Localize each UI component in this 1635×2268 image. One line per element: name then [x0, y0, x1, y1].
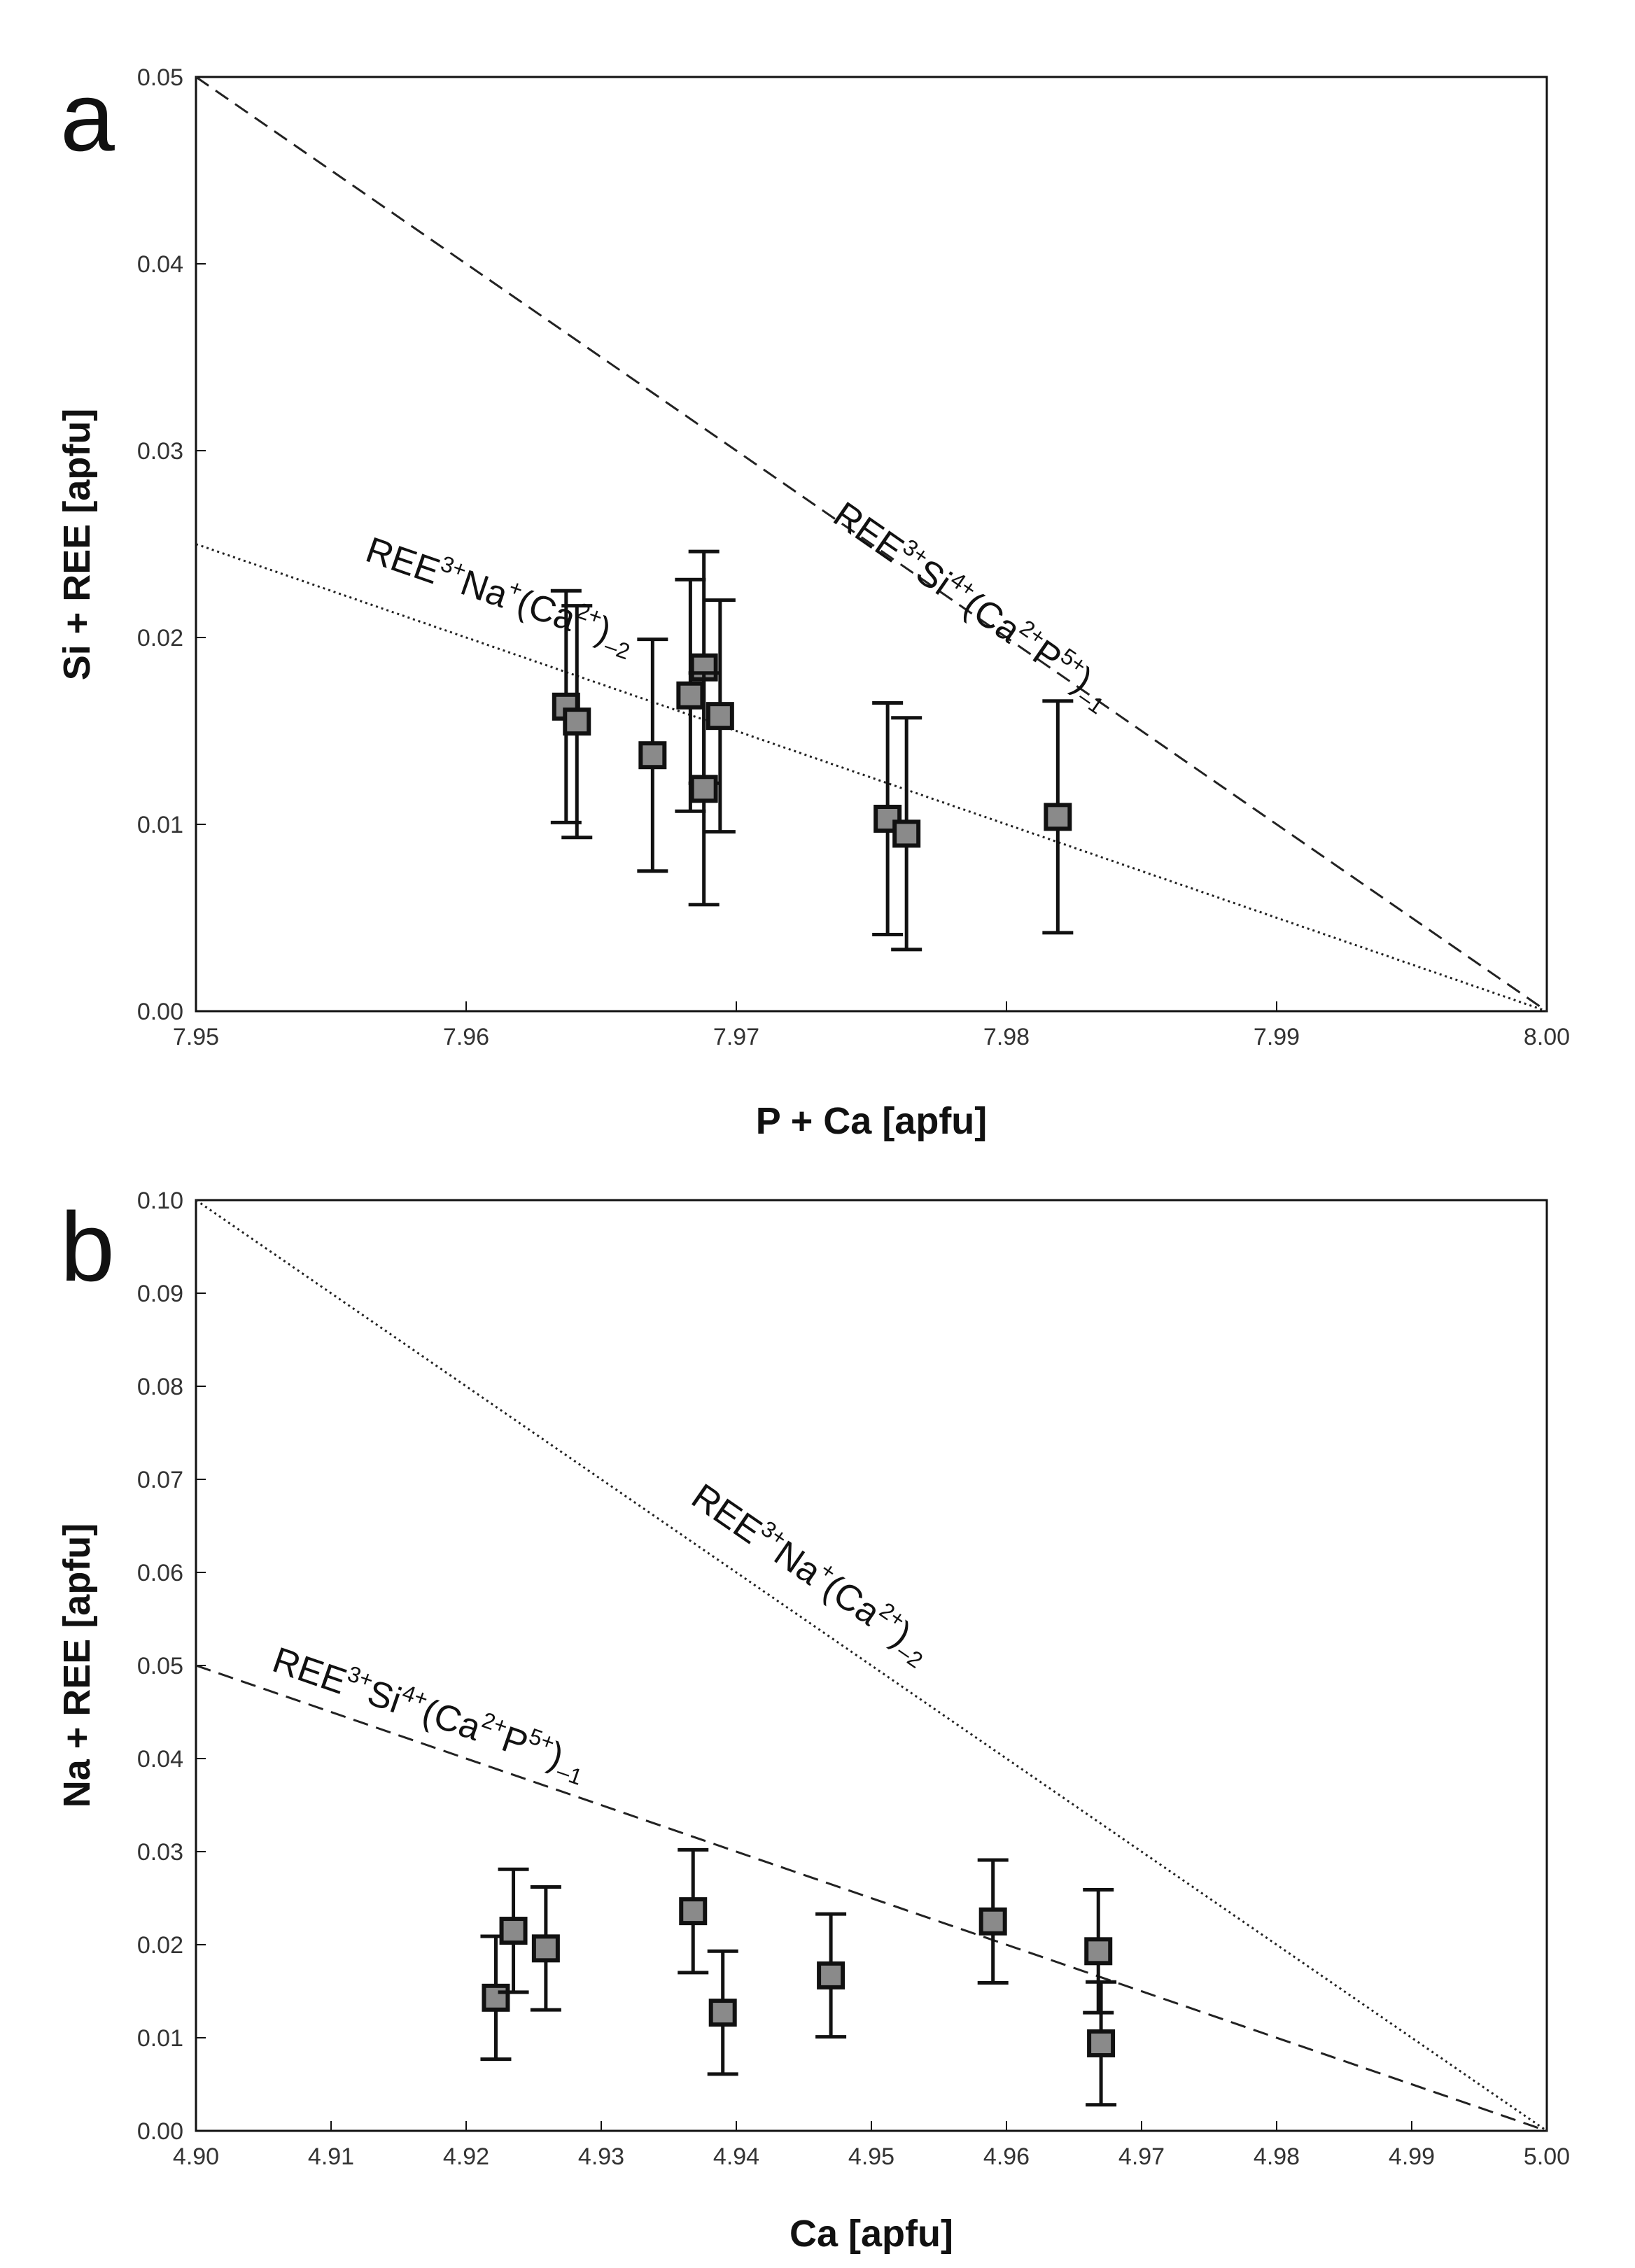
panel-b: b 4.90 4.91 4.92 4.93 4.94 4.95 4.96 4.97 4.98 4.… [56, 1188, 1570, 2255]
panel-a-x-tick-label: 8.00 [1524, 1024, 1570, 1050]
panel-b-y-axis-label: Na + REE [apfu] [56, 1523, 98, 1808]
panel-b-x-tick-label: 4.92 [443, 2143, 489, 2170]
panel-a-letter: a [60, 62, 115, 171]
panel-a-data-point [675, 577, 706, 813]
panel-a-dashed-reference-line [195, 76, 1548, 1013]
panel-b-x-tick-label: 4.93 [578, 2143, 624, 2170]
panel-b-x-tick-label: 4.90 [173, 2143, 219, 2170]
panel-a-x-axis-label: P + Ca [apfu] [756, 1100, 988, 1142]
panel-a-y-tick-label: 0.02 [137, 625, 183, 651]
panel-b-y-tick-label: 0.07 [137, 1467, 183, 1493]
panel-b-data-point [678, 1847, 709, 1975]
panel-b-y-tick-label: 0.01 [137, 2025, 183, 2052]
panel-a-data-points [550, 549, 1074, 952]
panel-b-x-tick-label: 4.91 [308, 2143, 354, 2170]
panel-b-data-point [1083, 1888, 1114, 2015]
panel-a-y-tick-label: 0.01 [137, 812, 183, 838]
panel-b-x-tick-label: 4.95 [848, 2143, 894, 2170]
panel-a-data-point [872, 700, 904, 937]
panel-b-data-point [707, 1949, 738, 2076]
panel-b-data-point [977, 1858, 1009, 1985]
panel-a-y-ticks: 0.00 0.01 0.02 0.03 0.04 0.05 [137, 64, 206, 1025]
panel-b-letter: b [60, 1192, 115, 1302]
panel-a-x-tick-label: 7.97 [713, 1024, 759, 1050]
panel-a-y-tick-label: 0.04 [137, 251, 183, 278]
panel-b-x-tick-label: 4.94 [713, 2143, 759, 2170]
panel-b-y-tick-label: 0.02 [137, 1932, 183, 1959]
panel-b-y-tick-label: 0.09 [137, 1281, 183, 1307]
panel-b-data-point [480, 1934, 512, 2062]
panel-a-x-tick-label: 7.98 [983, 1024, 1030, 1050]
panel-b-y-tick-label: 0.00 [137, 2118, 183, 2145]
panel-b-y-tick-label: 0.04 [137, 1746, 183, 1773]
panel-a-data-point [1042, 699, 1074, 935]
panel-b-y-tick-label: 0.03 [137, 1839, 183, 1866]
panel-a-y-axis-label: Si + REE [apfu] [56, 409, 98, 681]
panel-b-y-tick-label: 0.05 [137, 1653, 183, 1679]
panel-b-data-point [530, 1885, 561, 2012]
panel-b-x-axis-label: Ca [apfu] [790, 2213, 953, 2255]
panel-a-y-tick-label: 0.03 [137, 438, 183, 465]
panel-a-y-tick-label: 0.05 [137, 64, 183, 91]
panel-b-data-point [1086, 1980, 1117, 2107]
panel-b-data-points [480, 1847, 1117, 2107]
panel-b-data-point [815, 1912, 847, 2039]
panel-b-y-tick-label: 0.06 [137, 1560, 183, 1586]
panel-a: a 7.95 7.96 7.97 7.98 7.99 8.00 0.000.010.020… [56, 62, 1570, 1142]
panel-b-y-tick-label: 0.10 [137, 1188, 183, 1214]
panel-a-y-tick-label: 0.00 [137, 999, 183, 1025]
panel-a-data-point [637, 638, 668, 873]
panel-b-dotted-reference-line [195, 1199, 1548, 2132]
panel-b-y-tick-label: 0.08 [137, 1374, 183, 1400]
panel-a-data-point [891, 716, 922, 952]
panel-a-x-tick-label: 7.96 [443, 1024, 489, 1050]
panel-b-x-tick-label: 4.99 [1389, 2143, 1435, 2170]
panel-b-data-point [498, 1867, 529, 1994]
panel-b-x-tick-label: 4.96 [983, 2143, 1030, 2170]
panel-a-x-ticks: 7.95 7.96 7.97 7.98 7.99 8.00 [173, 1001, 1570, 1050]
panel-a-data-point [688, 671, 720, 907]
panel-b-x-tick-label: 5.00 [1524, 2143, 1570, 2170]
panel-b-y-ticks: 0.00 0.01 0.02 0.03 0.04 0.05 0.06 0.07 0.08 0.09… [137, 1188, 206, 2145]
panel-a-x-tick-label: 7.95 [173, 1024, 219, 1050]
panel-b-x-tick-label: 4.98 [1254, 2143, 1300, 2170]
panel-a-x-tick-label: 7.99 [1254, 1024, 1300, 1050]
panel-a-data-point [561, 604, 593, 840]
panel-b-x-tick-label: 4.97 [1118, 2143, 1165, 2170]
panel-b-x-ticks: 4.90 4.91 4.92 4.93 4.94 4.95 4.96 4.97 4.98 4.99… [173, 2121, 1570, 2170]
panel-b-dashed-reference-line [195, 1664, 1548, 2132]
panel-a-data-point [704, 598, 736, 834]
